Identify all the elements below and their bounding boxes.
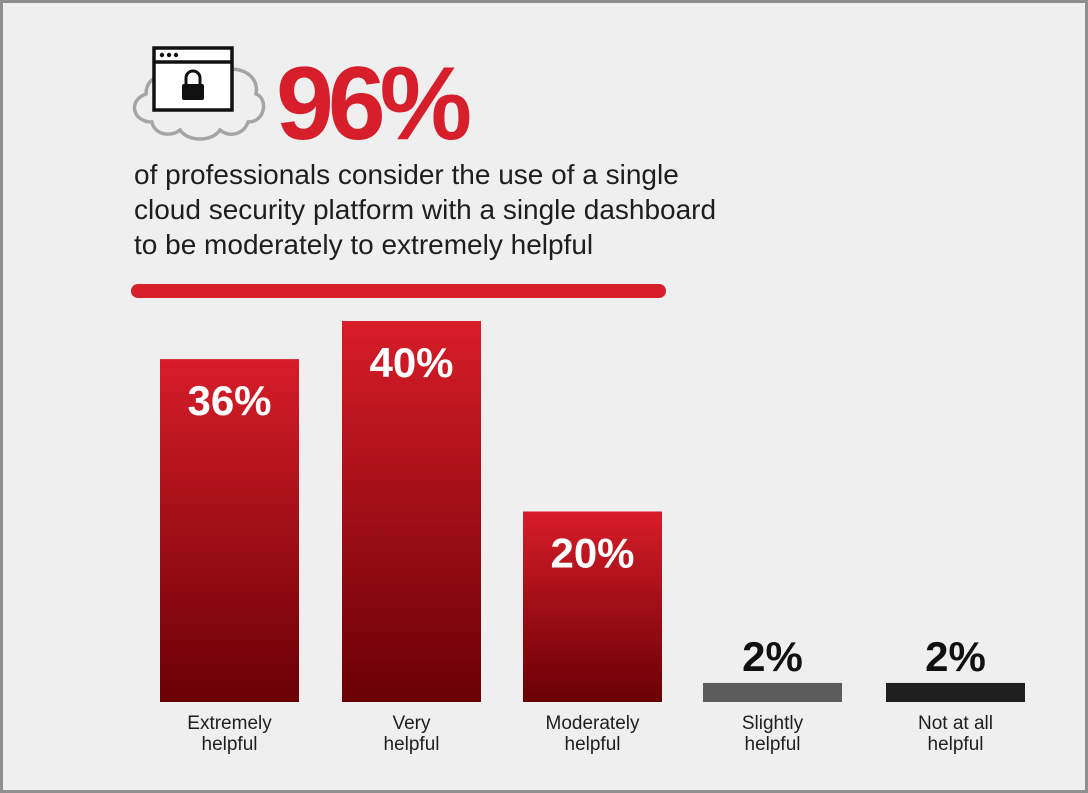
bar-4 (886, 682, 1025, 702)
data-label-1: 40% (369, 339, 453, 386)
data-label-4: 2% (925, 633, 986, 680)
category-label-1: Very helpful (384, 713, 440, 755)
data-label-3: 2% (742, 633, 803, 680)
bar-3 (703, 682, 842, 702)
category-label-4: Not at all helpful (918, 713, 993, 755)
divider-bar (131, 284, 666, 298)
bar-0 (160, 359, 299, 702)
bar-1 (342, 321, 481, 702)
headline-stat: 96% (276, 46, 472, 162)
subtitle: of professionals consider the use of a s… (134, 159, 717, 260)
data-label-0: 36% (187, 377, 271, 424)
bar-2 (523, 511, 662, 702)
category-label-0: Extremely helpful (187, 713, 272, 755)
category-label-2: Moderately helpful (546, 713, 640, 755)
category-label-3: Slightly helpful (742, 713, 804, 755)
cloud-lock-icon (126, 44, 268, 156)
data-label-2: 20% (550, 530, 634, 577)
